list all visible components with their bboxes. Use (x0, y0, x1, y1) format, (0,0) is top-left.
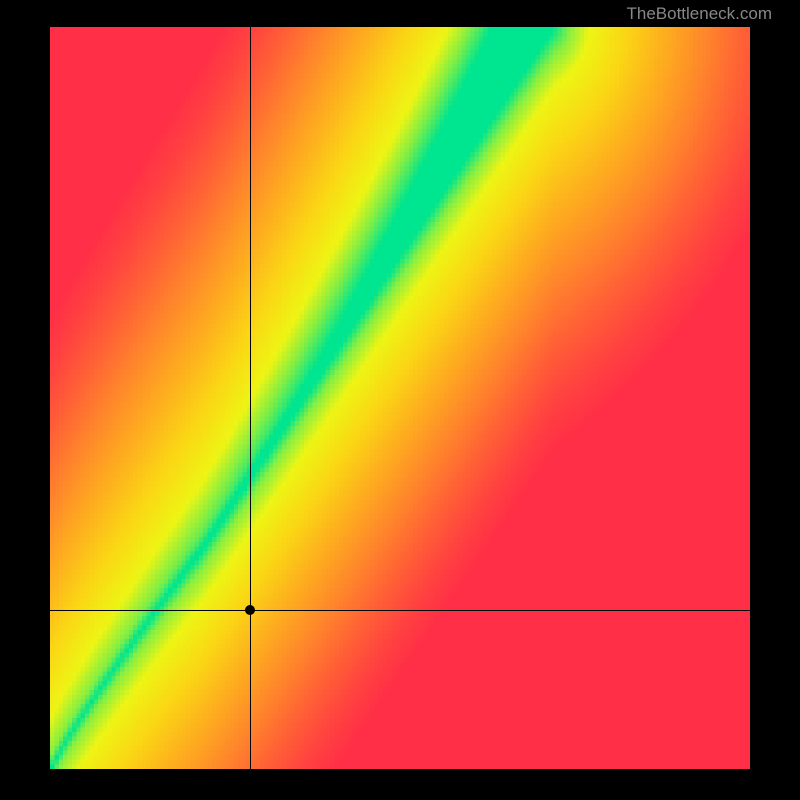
watermark-text: TheBottleneck.com (626, 4, 772, 24)
crosshair-horizontal-line (50, 610, 750, 611)
crosshair-vertical-line (250, 27, 251, 769)
crosshair-marker-dot (245, 605, 255, 615)
heatmap-plot-area (50, 27, 750, 769)
heatmap-canvas (50, 27, 750, 769)
